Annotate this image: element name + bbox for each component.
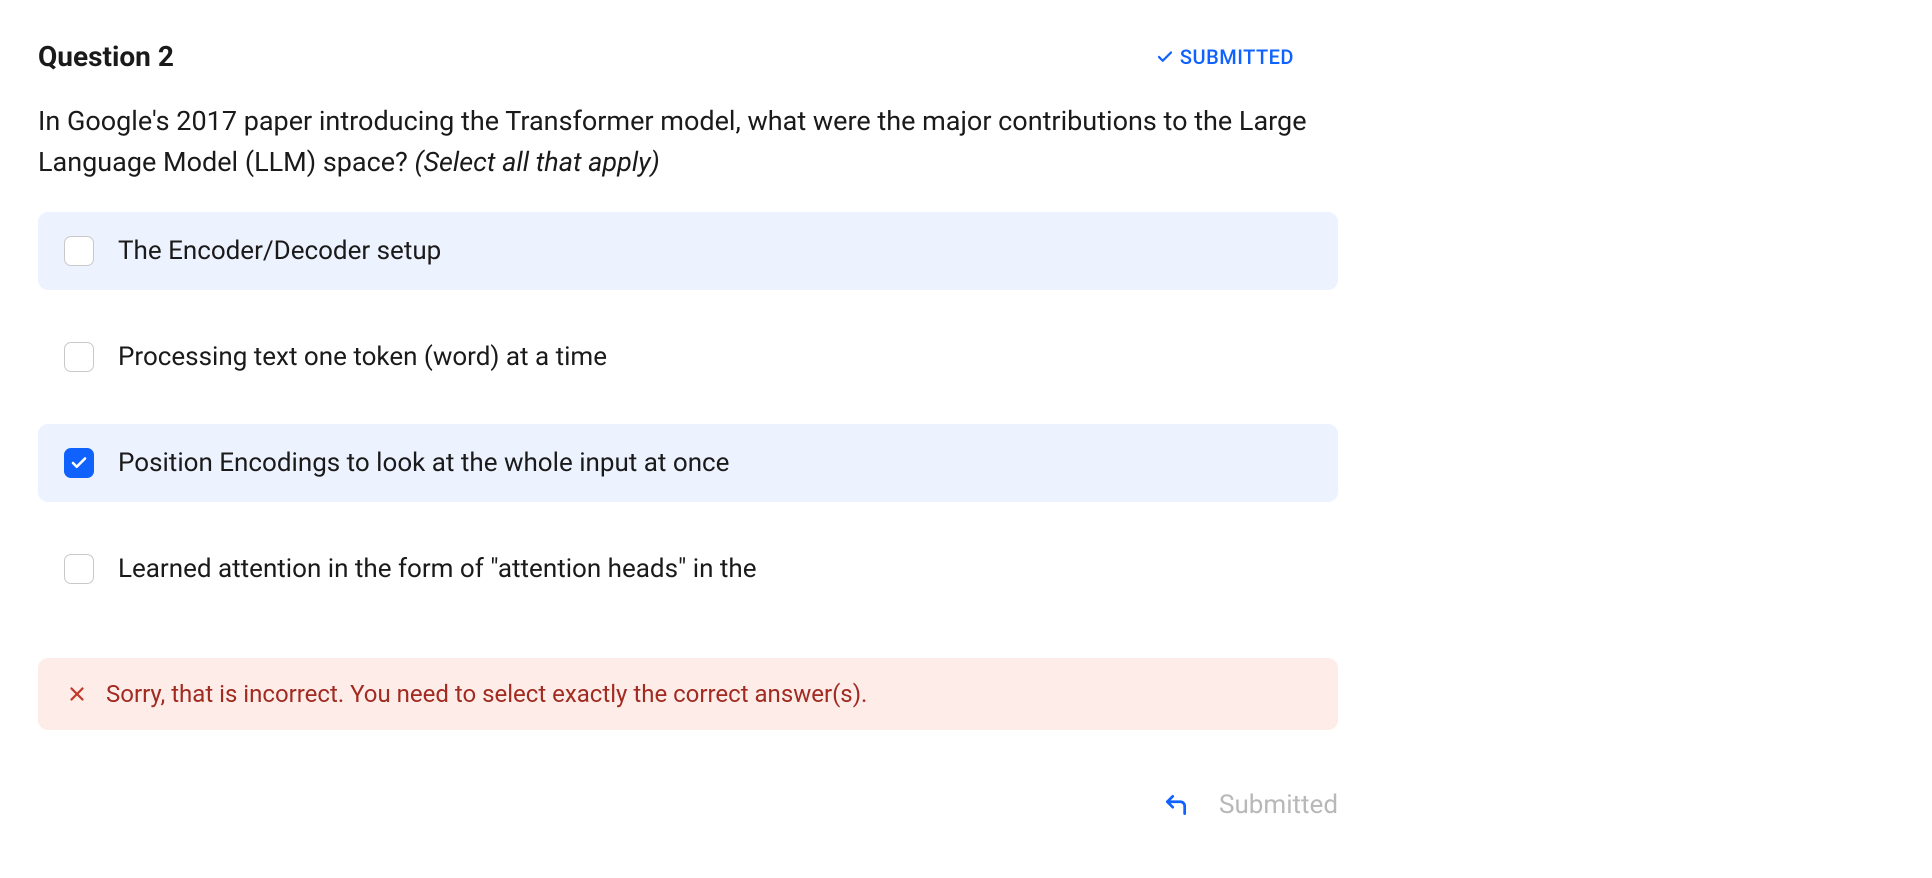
footer-row: Submitted [38,790,1338,820]
options-list: The Encoder/Decoder setup Processing tex… [38,212,1338,608]
option-label: Learned attention in the form of "attent… [118,554,757,584]
option-3[interactable]: Learned attention in the form of "attent… [38,530,1338,608]
prompt-text: In Google's 2017 paper introducing the T… [38,105,1307,178]
question-header: Question 2 SUBMITTED [38,40,1894,73]
x-icon [66,683,88,705]
prompt-hint: (Select all that apply) [415,146,660,178]
submitted-label: Submitted [1219,790,1338,820]
option-1[interactable]: Processing text one token (word) at a ti… [38,318,1338,396]
option-label: Processing text one token (word) at a ti… [118,342,607,372]
check-icon [1156,48,1174,66]
question-card: Question 2 SUBMITTED In Google's 2017 pa… [0,0,1932,840]
feedback-text: Sorry, that is incorrect. You need to se… [106,680,867,708]
question-prompt: In Google's 2017 paper introducing the T… [38,101,1338,182]
status-label: SUBMITTED [1180,45,1294,69]
option-label: The Encoder/Decoder setup [118,236,441,266]
option-2[interactable]: Position Encodings to look at the whole … [38,424,1338,502]
checkbox-0[interactable] [64,236,94,266]
checkbox-2[interactable] [64,448,94,478]
question-title: Question 2 [38,40,174,73]
reset-button[interactable] [1163,792,1189,818]
checkbox-1[interactable] [64,342,94,372]
checkbox-3[interactable] [64,554,94,584]
status-badge: SUBMITTED [1156,45,1294,69]
undo-icon [1163,792,1189,818]
option-0[interactable]: The Encoder/Decoder setup [38,212,1338,290]
feedback-banner: Sorry, that is incorrect. You need to se… [38,658,1338,730]
option-label: Position Encodings to look at the whole … [118,448,729,478]
